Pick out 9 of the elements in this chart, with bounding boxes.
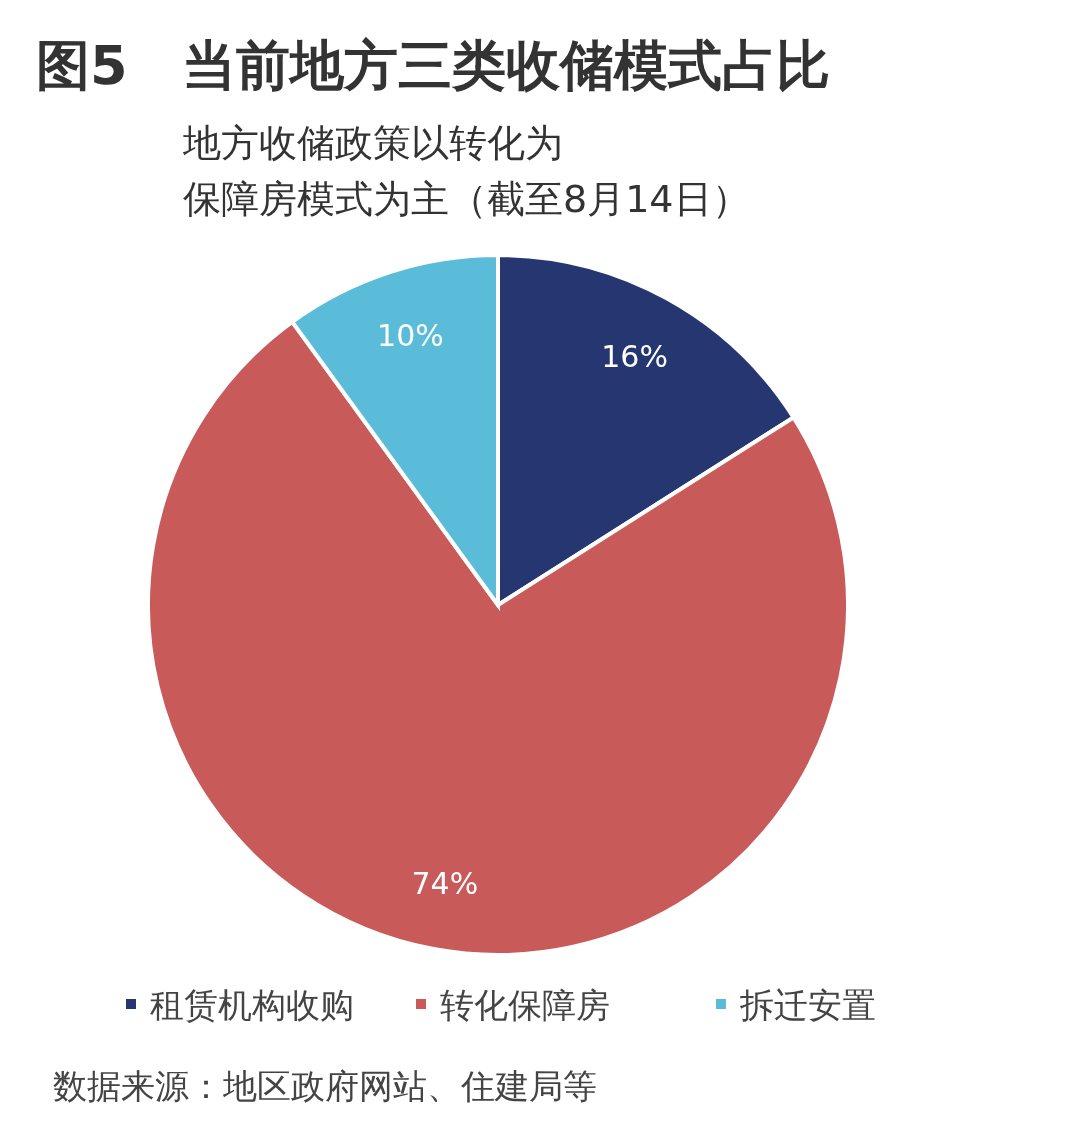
legend-label: 租赁机构收购 — [150, 985, 354, 1025]
chart-title: 图5 当前地方三类收储模式占比 — [36, 34, 830, 97]
data-label: 10% — [377, 317, 444, 353]
legend-label: 拆迁安置 — [739, 985, 876, 1025]
chart-subtitle: 地方收储政策以转化为保障房模式为主（截至8月14日） — [182, 121, 750, 221]
data-label: 74% — [411, 865, 479, 901]
legend-label: 转化保障房 — [440, 985, 610, 1025]
source-note: 数据来源：地区政府网站、住建局等 — [53, 1066, 597, 1106]
data-label: 16% — [601, 339, 668, 375]
